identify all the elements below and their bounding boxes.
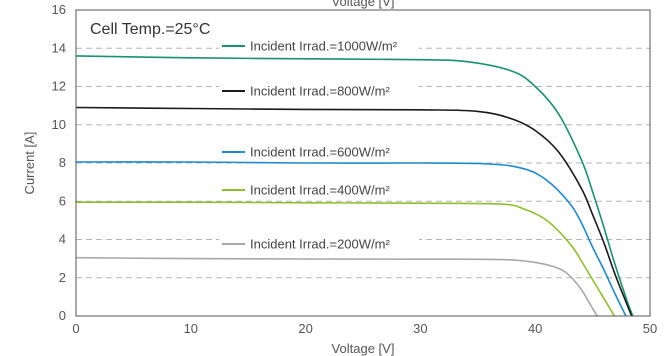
y-tick-label: 16 <box>52 2 66 17</box>
legend-background <box>219 143 419 159</box>
y-tick-label: 10 <box>52 117 66 132</box>
legend-label-0: Incident Irrad.=1000W/m² <box>250 39 398 54</box>
legend: Incident Irrad.=1000W/m² Incident Irrad.=… <box>219 37 419 252</box>
series-line-1 <box>75 106 633 317</box>
y-tick-label: 12 <box>52 79 66 94</box>
axis-ticks: 0 2 4 6 8 10 12 14 16 0 10 20 30 40 50 <box>52 2 658 336</box>
y-tick-label: 6 <box>59 193 66 208</box>
top-axis-label: Voltage [V] <box>332 0 395 9</box>
y-tick-label: 4 <box>59 232 66 247</box>
x-tick-label: 30 <box>413 321 427 336</box>
x-tick-label: 20 <box>298 321 312 336</box>
series-line-3 <box>75 201 616 317</box>
series-line-2 <box>75 161 627 317</box>
legend-background <box>219 37 419 53</box>
y-tick-label: 2 <box>59 270 66 285</box>
x-tick-label: 40 <box>528 321 542 336</box>
legend-background <box>219 82 419 98</box>
plot-frame <box>75 9 651 317</box>
y-axis-label: Current [A] <box>22 132 37 195</box>
legend-label-4: Incident Irrad.=200W/m² <box>250 237 390 252</box>
legend-label-2: Incident Irrad.=600W/m² <box>250 145 390 160</box>
legend-label-1: Incident Irrad.=800W/m² <box>250 84 390 99</box>
y-tick-label: 8 <box>59 155 66 170</box>
series-line-0 <box>75 55 634 317</box>
legend-label-3: Incident Irrad.=400W/m² <box>250 183 390 198</box>
x-tick-label: 10 <box>184 321 198 336</box>
y-tick-label: 14 <box>52 40 66 55</box>
grid-lines <box>76 47 650 279</box>
y-tick-label: 0 <box>59 308 66 323</box>
legend-background <box>219 235 419 251</box>
x-tick-label: 50 <box>643 321 657 336</box>
cell-temp-annotation: Cell Temp.=25°C <box>90 21 210 38</box>
legend-background <box>219 181 419 197</box>
series-line-4 <box>75 256 598 317</box>
x-tick-label: 0 <box>72 321 79 336</box>
series-lines <box>75 55 634 317</box>
x-axis-label: Voltage [V] <box>332 341 395 356</box>
